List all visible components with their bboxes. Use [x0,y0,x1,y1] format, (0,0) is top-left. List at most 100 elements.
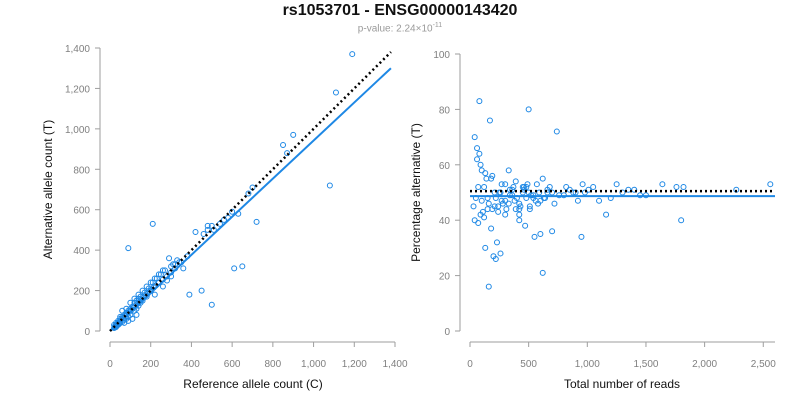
y-tick-label: 1,000 [65,125,90,136]
p-value-exponent: -11 [432,22,443,29]
data-point [535,200,542,207]
data-point [159,267,166,274]
x-tick-label: 1,200 [342,359,367,370]
y-tick-label: 20 [439,272,451,283]
data-point [517,203,524,210]
data-point [476,150,483,157]
data-point [509,186,516,193]
data-point [161,267,168,274]
data-point [478,197,485,204]
data-point [631,186,638,193]
data-point [127,299,134,306]
y-tick-label: 0 [84,327,90,338]
data-point [155,271,162,278]
data-point [133,311,140,318]
x-tick-label: 0 [107,359,113,370]
data-point [482,244,489,251]
data-point [570,189,577,196]
p-value-prefix: p-value: 2.24×10 [357,23,433,35]
data-point [551,200,558,207]
data-point [619,189,626,196]
y-tick-label: 40 [439,216,451,227]
chart-subtitle: p-value: 2.24×10-11 [0,22,800,34]
data-point [505,200,512,207]
data-point [471,134,478,141]
data-point [497,250,504,257]
data-point [499,200,506,207]
x-tick-label: 0 [467,359,473,370]
data-point [486,117,493,124]
data-point [512,206,519,213]
x-tick-label: 200 [142,359,159,370]
data-point [326,182,333,189]
data-point [659,181,666,188]
data-point [503,206,510,213]
x-tick-label: 1,000 [301,359,326,370]
data-point [488,225,495,232]
data-point [474,145,481,152]
x-tick-label: 1,000 [575,359,600,370]
data-point [151,275,158,282]
data-point [125,245,132,252]
data-point [673,183,680,190]
data-point [131,295,138,302]
data-point [200,230,207,237]
data-point [578,233,585,240]
data-point [590,183,597,190]
allele-count-scatter-panel: 0 200 400 600 800 1,000 1,200 1,400 0 200 400 600 80… [41,44,408,391]
data-point [495,203,502,210]
data-point [519,189,526,196]
data-point [553,128,560,135]
data-point [603,211,610,218]
data-point [767,181,774,188]
data-point [245,190,252,197]
data-point [239,263,246,270]
data-point [253,218,260,225]
data-point [477,161,484,168]
data-point [511,197,518,204]
data-point [505,167,512,174]
reference-line [109,51,392,332]
data-point [680,183,687,190]
data-point [516,211,523,218]
data-point [481,214,488,221]
data-point [151,291,158,298]
data-point [180,265,187,272]
data-point [579,181,586,188]
y-tick-label: 1,200 [65,84,90,95]
y-tick-label: 0 [444,327,450,338]
data-point [476,98,483,105]
data-point [186,291,193,298]
data-point [537,231,544,238]
data-point [475,219,482,226]
data-point [506,186,513,193]
data-point [349,51,356,58]
data-point [475,183,482,190]
data-point [498,181,505,188]
data-point [522,222,529,229]
data-point [495,208,502,215]
data-point [539,269,546,276]
percentage-alternative-panel: 0 500 1,000 1,500 2,000 2,500 0 20 40 60 80 100 Tota… [409,50,776,391]
data-point [280,142,287,149]
data-point [474,156,481,163]
y-tick-label: 100 [433,50,450,61]
data-point [149,220,156,227]
data-point [581,189,588,196]
data-point [484,206,491,213]
data-point [520,186,527,193]
data-point [596,197,603,204]
data-point [229,208,236,215]
data-point [526,203,533,210]
data-point [208,222,215,229]
data-point [531,233,538,240]
data-point [549,228,556,235]
data-point [574,197,581,204]
y-tick-label: 400 [73,246,90,257]
data-point [525,106,532,113]
data-point [483,175,490,182]
data-point [519,183,526,190]
data-point [539,175,546,182]
fit-line [109,67,392,332]
